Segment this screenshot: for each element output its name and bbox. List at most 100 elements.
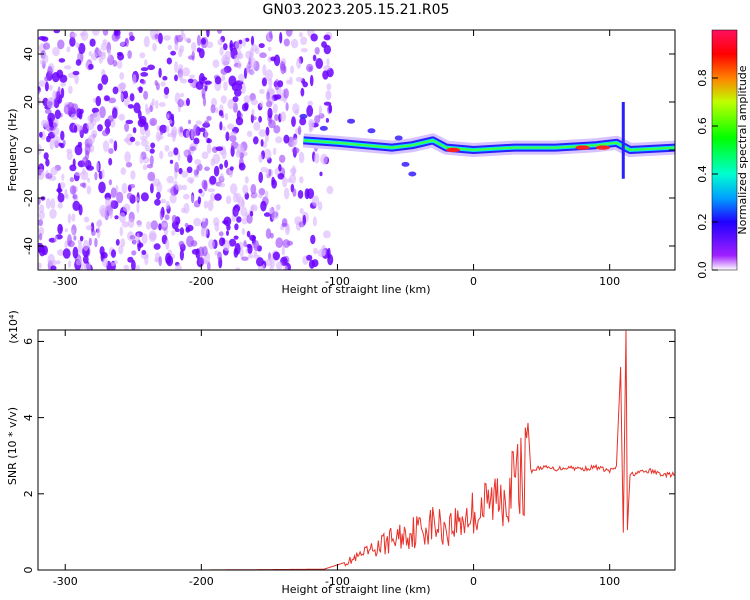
spectrogram-speckle: [53, 30, 60, 34]
snr-y-label: SNR (10 * v/v): [6, 407, 19, 485]
spectrogram-speckle: [38, 204, 45, 214]
spectrogram-speckle: [285, 30, 293, 37]
spectrogram-speckle: [265, 133, 269, 143]
spectrogram-speckle: [254, 47, 260, 55]
spectrogram-speckle: [204, 80, 212, 85]
spectrogram-speckle: [313, 152, 320, 164]
spectrogram-y-label: Frequency (Hz): [6, 109, 19, 192]
spectrogram-speckle: [314, 47, 320, 55]
colorbar-tick-label: 0.2: [696, 213, 709, 231]
spectrogram-speckle: [276, 261, 283, 270]
spectrogram-speckle: [311, 195, 320, 207]
spectrogram-speckle: [73, 124, 78, 133]
spectrogram-speckle: [89, 38, 96, 47]
spectrogram-speckle: [243, 151, 248, 157]
spectrogram-speckle: [195, 120, 202, 125]
spectrogram-speckle: [71, 213, 76, 222]
spectrogram-speckle: [185, 129, 190, 139]
signal-blob: [401, 161, 410, 167]
spectrogram-speckle: [49, 208, 57, 219]
spectrogram-speckle: [129, 35, 135, 42]
colorbar-label: Normalized spectral amplitude: [736, 65, 749, 234]
spectrogram-speckle: [78, 42, 86, 55]
spectrogram-speckle: [196, 165, 200, 175]
spectrogram-speckle: [241, 217, 248, 225]
spectrogram-speckle: [238, 49, 242, 59]
spectrogram-speckle: [112, 107, 118, 119]
spectrogram-speckle: [105, 197, 111, 208]
spectrogram-speckle: [126, 192, 133, 200]
spectrogram-speckle: [198, 188, 203, 194]
spectrogram-speckle: [204, 166, 210, 172]
spectrogram-speckle: [250, 98, 258, 106]
signal-blob: [408, 171, 417, 177]
spectrogram-speckle: [180, 92, 184, 98]
spectrogram-speckle: [272, 103, 278, 114]
spectrogram-speckle: [257, 194, 263, 199]
spectrogram-speckle: [219, 46, 224, 56]
spectrogram-speckle: [102, 140, 110, 153]
spectrogram-speckle: [189, 74, 196, 79]
spectrogram-speckle: [197, 196, 202, 205]
spectrogram-speckle: [281, 218, 288, 227]
spectrogram-speckle: [278, 164, 282, 172]
spectrogram-speckle: [323, 101, 332, 106]
spectrogram-speckle: [60, 82, 67, 87]
spectrogram-speckle: [234, 207, 239, 216]
spectrogram-speckle: [293, 137, 298, 145]
spectrogram-speckle: [163, 35, 171, 41]
spectrogram-speckle: [277, 173, 285, 180]
spectrogram-speckle: [203, 200, 209, 209]
spectrogram-speckle: [64, 228, 68, 233]
spectrogram-speckle: [38, 233, 43, 241]
spectrogram-speckle: [206, 41, 214, 49]
spectrogram-speckle: [60, 87, 65, 99]
spectrogram-speckle: [299, 31, 303, 38]
spectrogram-speckle: [230, 141, 239, 150]
spectrogram-speckle: [221, 74, 226, 82]
spectrogram-speckle: [75, 59, 82, 66]
spectrogram-speckle: [323, 230, 331, 239]
spectrogram-speckle: [229, 166, 234, 171]
spectrogram-speckle: [76, 108, 82, 119]
spectrogram-speckle: [169, 159, 174, 164]
spectrogram-speckle: [83, 239, 89, 252]
spectrogram-speckle: [222, 237, 226, 245]
spectrogram-speckle: [159, 208, 164, 221]
spectrogram-speckle: [206, 143, 212, 154]
spectrogram-speckle: [52, 127, 60, 136]
spectrogram-speckle: [140, 135, 148, 141]
spectrogram-speckle: [63, 104, 72, 115]
spectrogram-speckle: [94, 171, 98, 181]
x-tick-label: 100: [599, 575, 620, 588]
spectrogram-speckle: [241, 256, 249, 261]
spectrogram-speckle: [207, 199, 214, 212]
spectrogram-speckle: [209, 175, 217, 185]
spectrogram-speckle: [308, 259, 315, 269]
spectrogram-speckle: [136, 232, 140, 245]
spectrogram-speckle: [281, 246, 285, 256]
spectrogram-speckle: [268, 168, 272, 176]
spectrogram-speckle: [75, 259, 82, 266]
snr-x-label: Height of straight line (km): [281, 583, 430, 596]
spectrogram-speckle: [239, 112, 243, 119]
spectrogram-speckle: [279, 32, 283, 44]
spectrogram-speckle: [325, 118, 329, 123]
spectrogram-speckle: [191, 248, 200, 255]
spectrogram-speckle: [82, 182, 87, 189]
spectrogram-speckle: [139, 52, 146, 59]
y-tick-label: 0: [22, 147, 35, 154]
spectrogram-speckle: [229, 134, 237, 143]
spectrogram-speckle: [129, 183, 136, 189]
spectrogram-speckle: [283, 134, 290, 144]
spectrogram-speckle: [54, 109, 61, 120]
spectrogram-speckle: [170, 185, 178, 196]
spectrogram-speckle: [143, 90, 149, 100]
spectrogram-speckle: [182, 67, 191, 77]
spectrogram-speckle: [298, 151, 305, 164]
spectrogram-speckle: [121, 221, 129, 228]
spectrogram-speckle: [58, 58, 66, 63]
spectrogram-speckle: [179, 126, 184, 133]
spectrogram-speckle: [120, 82, 126, 92]
spectrogram-speckle: [38, 210, 45, 220]
